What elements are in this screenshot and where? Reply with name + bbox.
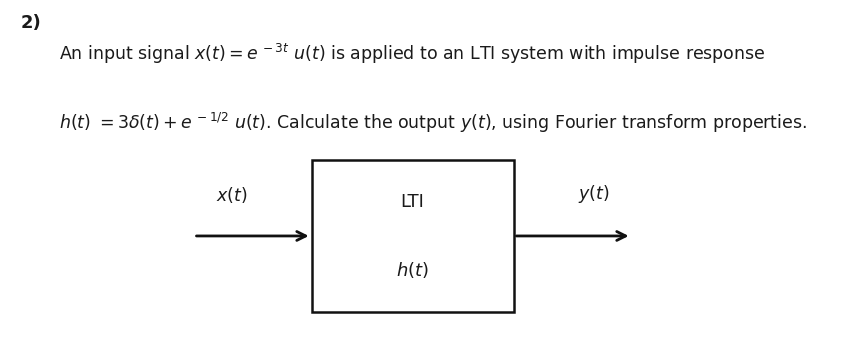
Bar [312,160,514,312]
Text: $\mathit{h(t)}$: $\mathit{h(t)}$ [396,260,429,280]
Text: $\mathit{h(t)}$ $= 3\mathit{\delta(t)} + e^{\,-1/2}$ $\mathit{u(t)}$. Calculate : $\mathit{h(t)}$ $= 3\mathit{\delta(t)} +… [59,111,807,135]
Text: LTI: LTI [401,193,424,211]
Text: $\mathit{x(t)}$: $\mathit{x(t)}$ [216,185,248,205]
Text: 2): 2) [21,14,42,32]
Text: $\mathit{y(t)}$: $\mathit{y(t)}$ [578,183,610,205]
Text: An input signal $\mathit{x(t)}{=}e^{\,-3t}$ $\mathit{u(t)}$ is applied to an LTI: An input signal $\mathit{x(t)}{=}e^{\,-3… [59,42,765,66]
